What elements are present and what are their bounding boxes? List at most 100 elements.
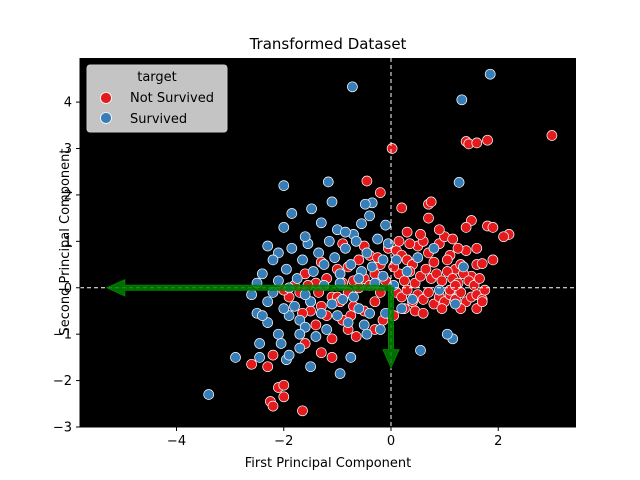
point-survived bbox=[286, 242, 298, 254]
point-not-survived bbox=[487, 222, 499, 233]
point-not-survived bbox=[326, 333, 338, 345]
point-not-survived bbox=[460, 222, 472, 233]
point-survived bbox=[361, 328, 373, 340]
point-survived bbox=[299, 321, 311, 333]
legend-entry-not-survived: Not Survived bbox=[130, 91, 214, 106]
point-survived bbox=[412, 252, 424, 263]
point-not-survived bbox=[425, 196, 437, 208]
point-survived bbox=[345, 259, 357, 270]
point-survived bbox=[359, 198, 371, 210]
y-tick-label: 4 bbox=[64, 96, 72, 111]
legend-marker-not-survived bbox=[100, 92, 112, 104]
point-survived bbox=[326, 298, 338, 310]
point-survived bbox=[254, 338, 265, 349]
point-not-survived bbox=[450, 280, 461, 291]
point-not-survived bbox=[476, 258, 488, 269]
point-not-survived bbox=[474, 273, 485, 284]
point-not-survived bbox=[401, 226, 413, 238]
x-axis-label: First Principal Component bbox=[245, 456, 412, 471]
point-survived bbox=[377, 254, 389, 266]
point-survived bbox=[230, 352, 241, 363]
point-not-survived bbox=[428, 298, 440, 310]
legend: target Not Survived Survived bbox=[86, 64, 228, 133]
arrows bbox=[105, 279, 400, 369]
point-not-survived bbox=[436, 303, 448, 314]
point-survived bbox=[340, 242, 351, 254]
y-tick-label: −1 bbox=[53, 328, 72, 343]
x-tick-label: 0 bbox=[387, 434, 395, 449]
point-not-survived bbox=[262, 361, 274, 373]
point-survived bbox=[364, 210, 375, 222]
point-survived bbox=[364, 307, 375, 319]
legend-title: target bbox=[137, 70, 177, 85]
point-not-survived bbox=[415, 229, 426, 240]
point-survived bbox=[332, 310, 343, 321]
point-survived bbox=[267, 254, 279, 266]
point-survived bbox=[372, 233, 383, 245]
y-tick-label: 0 bbox=[64, 281, 72, 296]
point-not-survived bbox=[401, 284, 413, 296]
point-survived bbox=[453, 177, 465, 188]
point-not-survived bbox=[423, 287, 434, 298]
point-survived bbox=[456, 94, 468, 106]
point-survived bbox=[340, 226, 351, 238]
point-not-survived bbox=[396, 202, 408, 214]
point-survived bbox=[322, 176, 334, 188]
legend-box bbox=[86, 64, 228, 133]
point-not-survived bbox=[428, 256, 440, 268]
point-survived bbox=[326, 196, 338, 208]
point-survived bbox=[305, 296, 316, 308]
point-survived bbox=[458, 261, 469, 273]
point-survived bbox=[415, 345, 426, 356]
point-survived bbox=[305, 361, 316, 373]
point-survived bbox=[262, 240, 274, 252]
point-not-survived bbox=[404, 238, 416, 250]
point-survived bbox=[347, 81, 358, 93]
point-survived bbox=[294, 328, 306, 340]
point-not-survived bbox=[278, 379, 290, 391]
point-survived bbox=[374, 324, 386, 335]
point-not-survived bbox=[476, 296, 488, 308]
point-survived bbox=[275, 338, 287, 349]
point-survived bbox=[315, 307, 327, 319]
y-axis-label: Second Principal Component bbox=[58, 149, 73, 336]
point-survived bbox=[358, 319, 370, 331]
point-survived bbox=[318, 259, 330, 270]
point-survived bbox=[299, 289, 311, 301]
point-survived bbox=[256, 310, 268, 321]
legend-entry-survived: Survived bbox=[130, 112, 187, 127]
legend-marker-survived bbox=[100, 112, 112, 124]
point-survived bbox=[278, 222, 290, 233]
point-survived bbox=[401, 266, 413, 277]
point-survived bbox=[294, 342, 306, 354]
point-not-survived bbox=[417, 307, 429, 319]
point-not-survived bbox=[452, 242, 464, 254]
y-axis-ticks: −3 −2 −1 0 1 2 3 4 bbox=[53, 96, 80, 436]
point-not-survived bbox=[267, 400, 279, 412]
point-not-survived bbox=[310, 319, 322, 331]
point-survived bbox=[273, 275, 284, 287]
point-survived bbox=[356, 218, 367, 230]
point-not-survived bbox=[369, 296, 381, 308]
point-survived bbox=[329, 252, 341, 263]
x-tick-label: −2 bbox=[274, 434, 293, 449]
y-tick-label: 1 bbox=[64, 235, 72, 250]
point-survived bbox=[433, 284, 445, 296]
point-survived bbox=[382, 238, 394, 250]
point-survived bbox=[291, 273, 303, 284]
point-not-survived bbox=[415, 270, 426, 282]
point-not-survived bbox=[267, 349, 279, 361]
point-survived bbox=[337, 294, 349, 305]
point-survived bbox=[428, 242, 440, 254]
point-survived bbox=[289, 300, 300, 312]
point-not-survived bbox=[361, 175, 373, 187]
point-survived bbox=[353, 303, 365, 314]
point-survived bbox=[307, 266, 319, 277]
point-survived bbox=[441, 328, 453, 340]
point-not-survived bbox=[471, 242, 483, 254]
point-not-survived bbox=[471, 137, 483, 149]
point-survived bbox=[334, 368, 346, 379]
point-not-survived bbox=[487, 254, 499, 266]
point-not-survived bbox=[423, 212, 434, 224]
